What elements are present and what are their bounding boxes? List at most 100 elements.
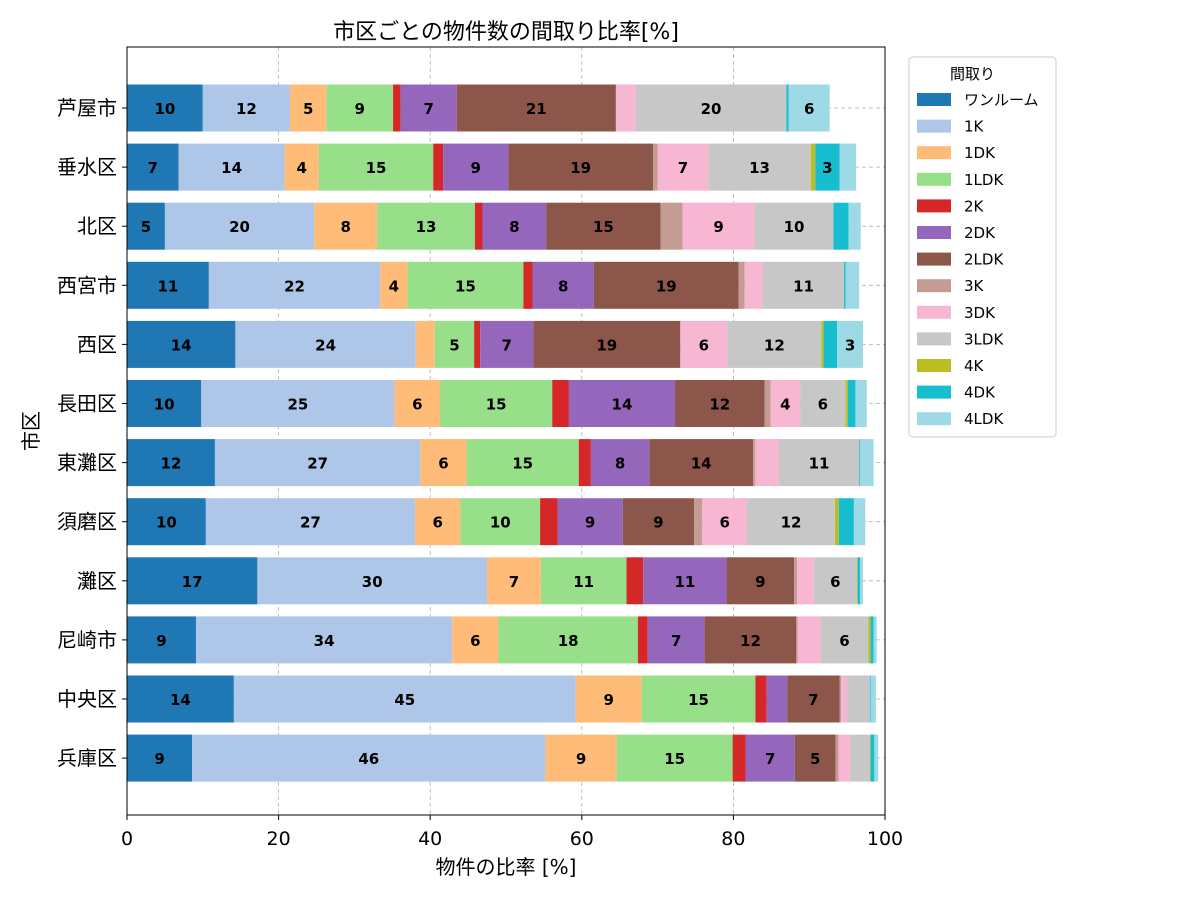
bar-segment	[847, 380, 856, 427]
legend-label: ワンルーム	[964, 91, 1039, 109]
bar-value-label: 7	[423, 100, 433, 118]
legend-swatch	[917, 199, 951, 213]
bar-value-label: 46	[358, 750, 379, 768]
bar-value-label: 11	[809, 455, 830, 473]
bar-segment	[838, 498, 854, 546]
bar-value-label: 15	[486, 396, 507, 414]
legend-swatch	[917, 359, 951, 372]
bar-value-label: 6	[818, 396, 828, 414]
bar-segment	[289, 84, 327, 132]
bar-segment	[616, 734, 733, 782]
bar-segment	[452, 616, 499, 664]
y-tick-label: 長田区	[57, 392, 117, 416]
bar-value-label: 9	[156, 632, 166, 650]
bar-segment	[835, 734, 839, 782]
y-tick-label: 兵庫区	[57, 746, 117, 770]
bar-segment	[794, 734, 836, 782]
bar-value-label: 20	[701, 100, 722, 118]
bar-value-label: 4	[780, 396, 790, 414]
bar-segment	[235, 320, 416, 368]
bar-segment	[635, 84, 787, 132]
legend-label: 3K	[964, 277, 985, 295]
bar-value-label: 15	[455, 277, 476, 295]
bar-segment	[626, 557, 644, 605]
bar-value-label: 13	[749, 159, 770, 177]
bar-segment	[641, 675, 756, 723]
bar-segment	[744, 261, 763, 309]
bar-value-label: 5	[303, 100, 313, 118]
legend-swatch	[917, 119, 951, 133]
bar-segment	[764, 380, 771, 427]
bar-value-label: 6	[719, 514, 729, 532]
y-tick-label: 西区	[77, 332, 117, 356]
bar-value-label: 34	[314, 632, 335, 650]
bar-segment	[164, 202, 315, 250]
bar-value-label: 9	[154, 750, 164, 768]
bar-segment	[532, 261, 594, 309]
legend-label: 2LDK	[964, 251, 1004, 269]
bar-value-label: 7	[678, 159, 688, 177]
bar-segment	[859, 439, 860, 487]
x-tick-label: 40	[418, 828, 442, 850]
bar-segment	[839, 675, 842, 723]
bar-segment	[859, 557, 864, 605]
bar-value-label: 6	[699, 336, 709, 354]
bar-value-label: 7	[808, 691, 818, 709]
x-axis-title: 物件の比率 [%]	[436, 855, 577, 879]
bar-segment	[847, 675, 870, 723]
bar-segment	[856, 557, 858, 605]
bar-segment	[845, 380, 848, 427]
bar-segment	[533, 320, 681, 368]
legend-label: 3LDK	[964, 330, 1004, 348]
bar-value-label: 9	[354, 100, 364, 118]
y-tick-label: 須磨区	[57, 510, 117, 534]
bar-segment	[482, 202, 547, 250]
bar-segment	[788, 84, 830, 132]
bar-value-label: 12	[709, 396, 730, 414]
bar-value-label: 22	[284, 277, 305, 295]
bar-segment	[755, 439, 779, 487]
legend-swatch	[917, 305, 951, 319]
bar-segment	[747, 498, 835, 546]
bar-segment	[868, 616, 871, 664]
bar-segment	[380, 261, 408, 309]
bar-segment	[433, 143, 444, 191]
bar-value-label: 12	[764, 336, 785, 354]
bar-value-label: 15	[512, 455, 533, 473]
bar-segment	[201, 380, 395, 427]
bar-segment	[653, 143, 658, 191]
bar-value-label: 8	[615, 455, 625, 473]
bar-segment	[314, 202, 378, 250]
chart-title: 市区ごとの物件数の間取り比率[%]	[333, 20, 679, 45]
bar-segment	[732, 734, 746, 782]
bar-value-label: 5	[810, 750, 820, 768]
bar-segment	[487, 557, 541, 605]
bar-segment	[615, 84, 636, 132]
legend-title: 間取り	[950, 65, 995, 83]
bar-segment	[754, 202, 834, 250]
bar-segment	[127, 380, 202, 427]
bar-value-label: 7	[765, 750, 775, 768]
bar-segment	[647, 616, 705, 664]
bar-segment	[590, 439, 650, 487]
bar-segment	[870, 616, 874, 664]
bar-value-label: 14	[171, 336, 192, 354]
legend-box	[908, 56, 1057, 438]
y-tick-label: 灘区	[77, 569, 117, 593]
bar-segment	[552, 380, 569, 427]
bar-value-label: 45	[394, 691, 415, 709]
bar-value-label: 6	[438, 455, 448, 473]
bar-segment	[869, 734, 871, 782]
bar-segment	[755, 675, 767, 723]
bar-segment	[420, 439, 467, 487]
bar-segment	[318, 143, 434, 191]
bar-segment	[844, 261, 846, 309]
bar-segment	[649, 439, 754, 487]
bar-segment	[127, 675, 234, 723]
y-tick-label: 東灘区	[57, 451, 117, 475]
y-tick-label: 北区	[77, 214, 117, 238]
bar-value-label: 3	[845, 336, 855, 354]
bar-segment	[284, 143, 319, 191]
bar-segment	[523, 261, 533, 309]
